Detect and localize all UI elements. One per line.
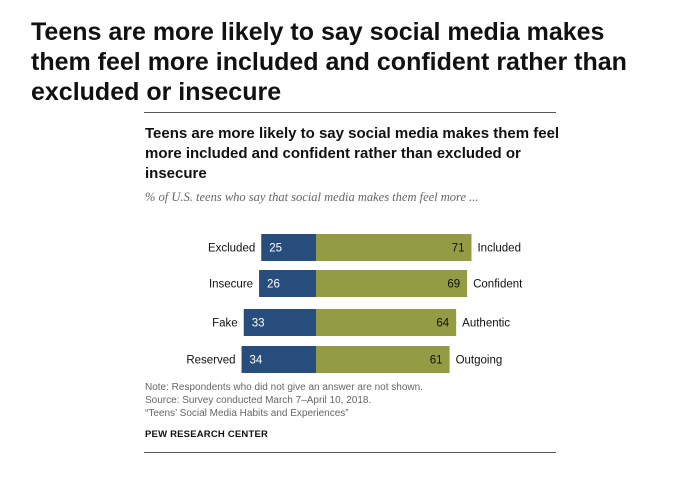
value-label-positive: 71 — [452, 243, 465, 255]
value-label-negative: 34 — [250, 355, 263, 367]
bar-negative-excluded — [261, 234, 316, 261]
bar-positive-confident — [316, 270, 468, 297]
bar-negative-insecure — [259, 270, 316, 297]
category-label-positive: Outgoing — [456, 355, 503, 367]
category-label-positive: Confident — [473, 279, 523, 291]
category-label-negative: Reserved — [186, 355, 235, 367]
value-label-negative: 25 — [269, 243, 282, 255]
chart-title: Teens are more likely to say social medi… — [145, 125, 560, 182]
bar-negative-reserved — [241, 346, 316, 373]
source-text: Source: Survey conducted March 7–April 1… — [145, 395, 372, 406]
top-divider — [144, 112, 556, 113]
category-label-positive: Included — [477, 243, 520, 255]
chart-subtitle: % of U.S. teens who say that social medi… — [145, 190, 479, 204]
value-label-negative: 26 — [267, 279, 280, 291]
bottom-divider — [144, 452, 556, 453]
chart-notes: Note: Respondents who did not give an an… — [145, 381, 423, 420]
bar-positive-authentic — [316, 309, 457, 336]
category-label-positive: Authentic — [462, 318, 510, 330]
value-label-positive: 69 — [447, 279, 460, 291]
page-headline: Teens are more likely to say social medi… — [31, 18, 627, 106]
pew-logo-text: PEW RESEARCH CENTER — [145, 429, 269, 440]
value-label-positive: 64 — [436, 318, 449, 330]
note-text: Note: Respondents who did not give an an… — [145, 382, 423, 393]
category-label-negative: Excluded — [208, 243, 255, 255]
value-label-negative: 33 — [252, 318, 265, 330]
bar-positive-outgoing — [316, 346, 450, 373]
bar-negative-fake — [243, 309, 316, 336]
report-title: “Teens’ Social Media Habits and Experien… — [145, 408, 349, 419]
value-label-positive: 61 — [430, 355, 443, 367]
category-label-negative: Fake — [212, 318, 238, 330]
category-label-negative: Insecure — [209, 279, 253, 291]
bar-positive-included — [316, 234, 472, 261]
